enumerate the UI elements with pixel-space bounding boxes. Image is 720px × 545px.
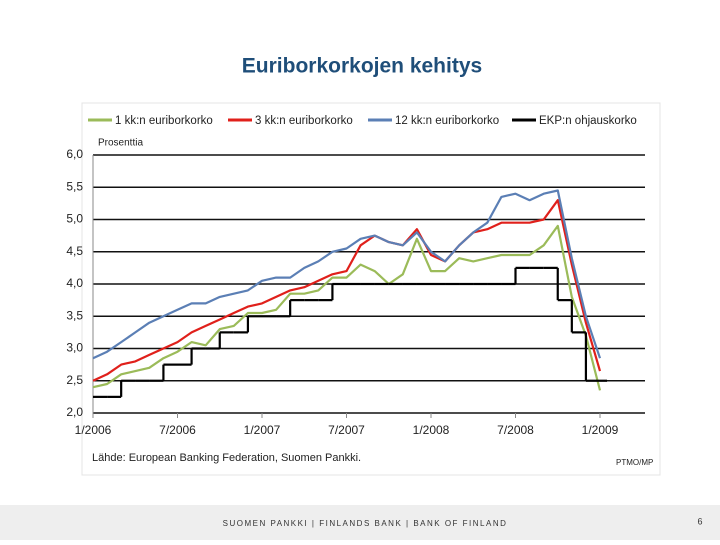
y-tick-label: 2,0 xyxy=(66,405,83,419)
x-tick-label: 1/2006 xyxy=(75,423,112,437)
x-tick-label: 1/2007 xyxy=(244,423,281,437)
series-line xyxy=(92,199,602,382)
x-tick-label: 1/2009 xyxy=(582,423,619,437)
x-tick-label: 1/2008 xyxy=(413,423,450,437)
y-tick-label: 4,0 xyxy=(66,276,83,290)
y-tick-label: 3,5 xyxy=(66,308,83,322)
y-tick-label: 2,5 xyxy=(66,373,83,387)
page-number: 6 xyxy=(697,516,702,526)
x-tick-label: 7/2006 xyxy=(159,423,196,437)
legend-label: 12 kk:n euriborkorko xyxy=(395,115,499,127)
y-tick-label: 4,5 xyxy=(66,244,83,258)
footer-band xyxy=(0,505,720,540)
series-line xyxy=(92,224,602,391)
chart-frame xyxy=(81,102,661,476)
y-axis-label: Prosenttia xyxy=(98,138,143,149)
source-note: Lähde: European Banking Federation, Suom… xyxy=(92,452,361,464)
y-tick-label: 5,5 xyxy=(66,179,83,193)
legend-label: 3 kk:n euriborkorko xyxy=(255,115,353,127)
footer-text: SUOMEN PANKKI | FINLANDS BANK | BANK OF … xyxy=(223,519,508,528)
x-tick-label: 7/2008 xyxy=(497,423,534,437)
legend-label: EKP:n ohjauskorko xyxy=(539,115,637,127)
y-tick-label: 5,0 xyxy=(66,212,83,226)
series-line xyxy=(92,189,602,360)
x-tick-label: 7/2007 xyxy=(328,423,365,437)
y-tick-label: 3,0 xyxy=(66,341,83,355)
chart-title: Euriborkorkojen kehitys xyxy=(242,55,482,78)
legend-label: 1 kk:n euriborkorko xyxy=(115,115,213,127)
y-tick-label: 6,0 xyxy=(66,147,83,161)
credit-note: PTMO/MP xyxy=(616,458,653,467)
